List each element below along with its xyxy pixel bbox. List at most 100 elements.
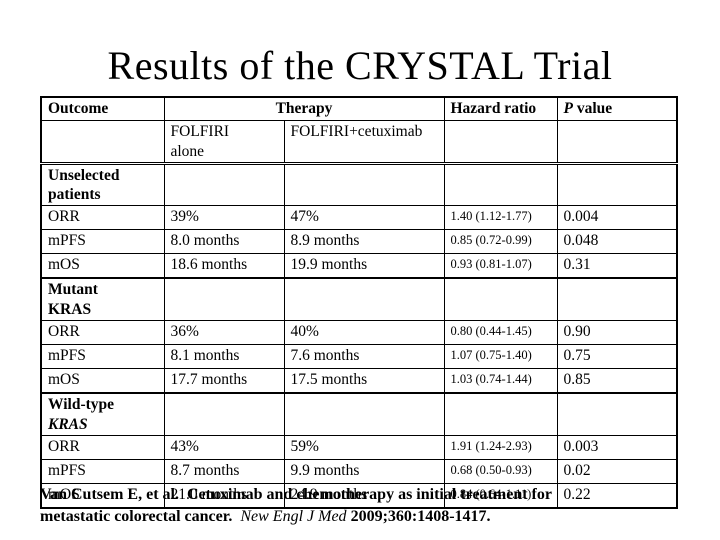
table-cell-empty: [283, 161, 445, 207]
folfiri-alone-cell: 36%: [163, 319, 285, 345]
citation-line2-end: 2009;360:1408-1417.: [346, 508, 491, 526]
folfiri-alone-cell: 43%: [163, 434, 285, 460]
outcome-cell: ORR: [40, 434, 165, 460]
table-cell-empty: [283, 277, 445, 321]
hazard-ratio-cell: 0.68 (0.50-0.93): [443, 458, 558, 484]
folfiri-cetuximab-cell: 40%: [283, 319, 445, 345]
table-cell-empty: [443, 391, 558, 436]
table-cell-empty: [556, 277, 678, 321]
table-cell-empty: [443, 120, 558, 164]
col-header-hazard-ratio: Hazard ratio: [443, 96, 558, 121]
outcome-cell: mPFS: [40, 458, 165, 484]
table-cell-empty: [40, 120, 165, 164]
outcome-cell: ORR: [40, 205, 165, 231]
table-row: mPFS 8.0 months 8.9 months 0.85 (0.72-0.…: [40, 229, 678, 255]
p-value-italic-p: P: [563, 100, 573, 117]
folfiri-alone-cell: 8.1 months: [163, 343, 285, 369]
p-value-cell: 0.22: [556, 482, 678, 509]
table-row: ORR 36% 40% 0.80 (0.44-1.45) 0.90: [40, 319, 678, 345]
section-line1: Wild-type: [48, 395, 115, 413]
folfiri-cetuximab-cell: 19.9 months: [283, 253, 445, 279]
folfiri-cetuximab-cell: 8.9 months: [283, 229, 445, 255]
slide-title: Results of the CRYSTAL Trial: [107, 43, 613, 88]
outcome-cell: ORR: [40, 319, 165, 345]
folfiri-cetuximab-cell: 7.6 months: [283, 343, 445, 369]
therapy-arms-row: FOLFIRI alone FOLFIRI+cetuximab: [40, 120, 678, 164]
hazard-ratio-cell: 1.40 (1.12-1.77): [443, 205, 558, 231]
section-row-mutant-kras: Mutant KRAS: [40, 277, 678, 321]
arm1-line1: FOLFIRI: [170, 123, 230, 140]
section-row-unselected-patients: Unselected patients: [40, 161, 678, 207]
hazard-ratio-cell: 1.07 (0.75-1.40): [443, 343, 558, 369]
table-row: mPFS 8.1 months 7.6 months 1.07 (0.75-1.…: [40, 343, 678, 369]
table-cell-empty: [163, 391, 285, 436]
col-header-therapy: Therapy: [163, 96, 445, 121]
folfiri-alone-cell: 8.7 months: [163, 458, 285, 484]
citation-line2-start: metastatic colorectal cancer.: [40, 508, 241, 526]
outcome-cell: mOS: [40, 482, 165, 509]
table-cell-empty: [556, 161, 678, 207]
outcome-cell: mPFS: [40, 229, 165, 255]
p-value-rest: value: [572, 100, 613, 117]
section-line1: Mutant: [48, 281, 98, 299]
table-cell-empty: [556, 120, 678, 164]
folfiri-alone-cell: 8.0 months: [163, 229, 285, 255]
therapy-arm-folfiri-alone: FOLFIRI alone: [163, 120, 285, 164]
section-label-wild-type-kras: Wild-type KRAS: [40, 391, 165, 436]
p-value-cell: 0.02: [556, 458, 678, 484]
table-cell-empty: [283, 391, 445, 436]
hazard-ratio-cell: 0.80 (0.44-1.45): [443, 319, 558, 345]
table-row: mPFS 8.7 months 9.9 months 0.68 (0.50-0.…: [40, 458, 678, 484]
p-value-cell: 0.003: [556, 434, 678, 460]
p-value-cell: 0.004: [556, 205, 678, 231]
folfiri-cetuximab-cell: 9.9 months: [283, 458, 445, 484]
outcome-cell: mOS: [40, 253, 165, 279]
results-table: Outcome Therapy Hazard ratio P value FOL…: [40, 96, 678, 509]
hazard-ratio-cell: 0.84 (0.64-1.11): [443, 482, 558, 509]
folfiri-alone-cell: 39%: [163, 205, 285, 231]
outcome-cell: mPFS: [40, 343, 165, 369]
p-value-cell: 0.75: [556, 343, 678, 369]
citation: Van Cutsem E, et al. Cetuximab and chemo…: [40, 484, 620, 528]
p-value-cell: 0.85: [556, 367, 678, 394]
folfiri-alone-cell: 17.7 months: [163, 367, 285, 394]
table-row: ORR 39% 47% 1.40 (1.12-1.77) 0.004: [40, 205, 678, 231]
hazard-ratio-cell: 0.93 (0.81-1.07): [443, 253, 558, 279]
p-value-cell: 0.048: [556, 229, 678, 255]
outcome-cell: mOS: [40, 367, 165, 394]
hazard-ratio-cell: 1.03 (0.74-1.44): [443, 367, 558, 394]
table-row: ORR 43% 59% 1.91 (1.24-2.93) 0.003: [40, 434, 678, 460]
p-value-cell: 0.90: [556, 319, 678, 345]
table-cell-empty: [163, 277, 285, 321]
table-row: mOS 18.6 months 19.9 months 0.93 (0.81-1…: [40, 253, 678, 279]
arm1-line2: alone: [170, 142, 205, 160]
table-cell-empty: [443, 277, 558, 321]
citation-journal-name: New Engl J Med: [240, 508, 347, 526]
p-value-cell: 0.31: [556, 253, 678, 279]
section-line2: patients: [48, 186, 101, 204]
table-cell-empty: [443, 161, 558, 207]
folfiri-cetuximab-cell: 17.5 months: [283, 367, 445, 394]
col-header-outcome: Outcome: [40, 96, 165, 121]
col-header-p-value: P value: [556, 96, 678, 121]
section-line2: KRAS: [48, 301, 92, 319]
folfiri-alone-cell: 21.0 months: [163, 482, 285, 509]
table-row: mOS 17.7 months 17.5 months 1.03 (0.74-1…: [40, 367, 678, 394]
table-row: mOS 21.0 months 24.9 months 0.84 (0.64-1…: [40, 482, 678, 509]
folfiri-cetuximab-cell: 47%: [283, 205, 445, 231]
table-cell-empty: [556, 391, 678, 436]
citation-line1: Van Cutsem E, et al. Cetuximab and chemo…: [40, 486, 552, 503]
folfiri-cetuximab-cell: 59%: [283, 434, 445, 460]
folfiri-alone-cell: 18.6 months: [163, 253, 285, 279]
section-label-mutant-kras: Mutant KRAS: [40, 277, 165, 321]
hazard-ratio-cell: 0.85 (0.72-0.99): [443, 229, 558, 255]
table-cell-empty: [163, 161, 285, 207]
section-label-unselected-patients: Unselected patients: [40, 161, 165, 207]
section-line1: Unselected: [48, 166, 120, 184]
header-row: Outcome Therapy Hazard ratio P value: [40, 96, 678, 121]
therapy-arm-folfiri-cetuximab: FOLFIRI+cetuximab: [283, 120, 445, 164]
section-row-wild-type-kras: Wild-type KRAS: [40, 391, 678, 436]
section-line2-italic: KRAS: [48, 415, 88, 433]
hazard-ratio-cell: 1.91 (1.24-2.93): [443, 434, 558, 460]
